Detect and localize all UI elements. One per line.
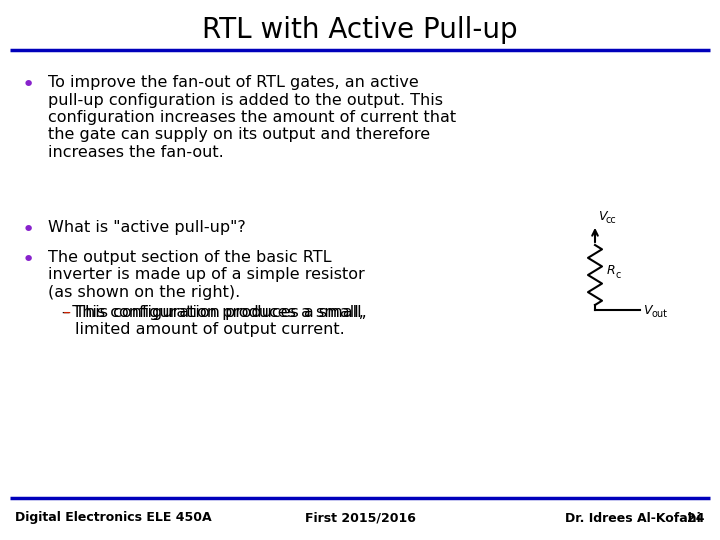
Text: out: out [651, 309, 667, 319]
Text: –: – [62, 305, 70, 320]
Text: increases the fan-out.: increases the fan-out. [48, 145, 224, 160]
Text: limited amount of output current.: limited amount of output current. [75, 322, 345, 337]
Text: RTL with Active Pull-up: RTL with Active Pull-up [202, 16, 518, 44]
Text: the gate can supply on its output and therefore: the gate can supply on its output and th… [48, 127, 430, 143]
Text: •: • [22, 250, 35, 270]
Text: configuration increases the amount of current that: configuration increases the amount of cu… [48, 110, 456, 125]
Text: Digital Electronics ELE 450A: Digital Electronics ELE 450A [15, 511, 212, 524]
Text: Dr. Idrees Al-Kofahi: Dr. Idrees Al-Kofahi [565, 511, 701, 524]
Text: c: c [615, 270, 621, 280]
Text: R: R [607, 265, 616, 278]
Text: pull-up configuration is added to the output. This: pull-up configuration is added to the ou… [48, 92, 443, 107]
Text: •: • [22, 220, 35, 240]
Text: To improve the fan-out of RTL gates, an active: To improve the fan-out of RTL gates, an … [48, 75, 419, 90]
Text: inverter is made up of a simple resistor: inverter is made up of a simple resistor [48, 267, 365, 282]
Text: This configuration produces a small,: This configuration produces a small, [62, 305, 364, 320]
Text: 24: 24 [688, 511, 705, 524]
Text: What is "active pull-up"?: What is "active pull-up"? [48, 220, 246, 235]
Text: First 2015/2016: First 2015/2016 [305, 511, 415, 524]
Text: cc: cc [605, 215, 616, 225]
Text: V: V [598, 210, 606, 223]
Text: The output section of the basic RTL: The output section of the basic RTL [48, 250, 331, 265]
Text: V: V [643, 303, 652, 316]
Text: •: • [22, 75, 35, 95]
Text: (as shown on the right).: (as shown on the right). [48, 285, 240, 300]
Text: – This configuration produces a small,: – This configuration produces a small, [62, 305, 366, 320]
